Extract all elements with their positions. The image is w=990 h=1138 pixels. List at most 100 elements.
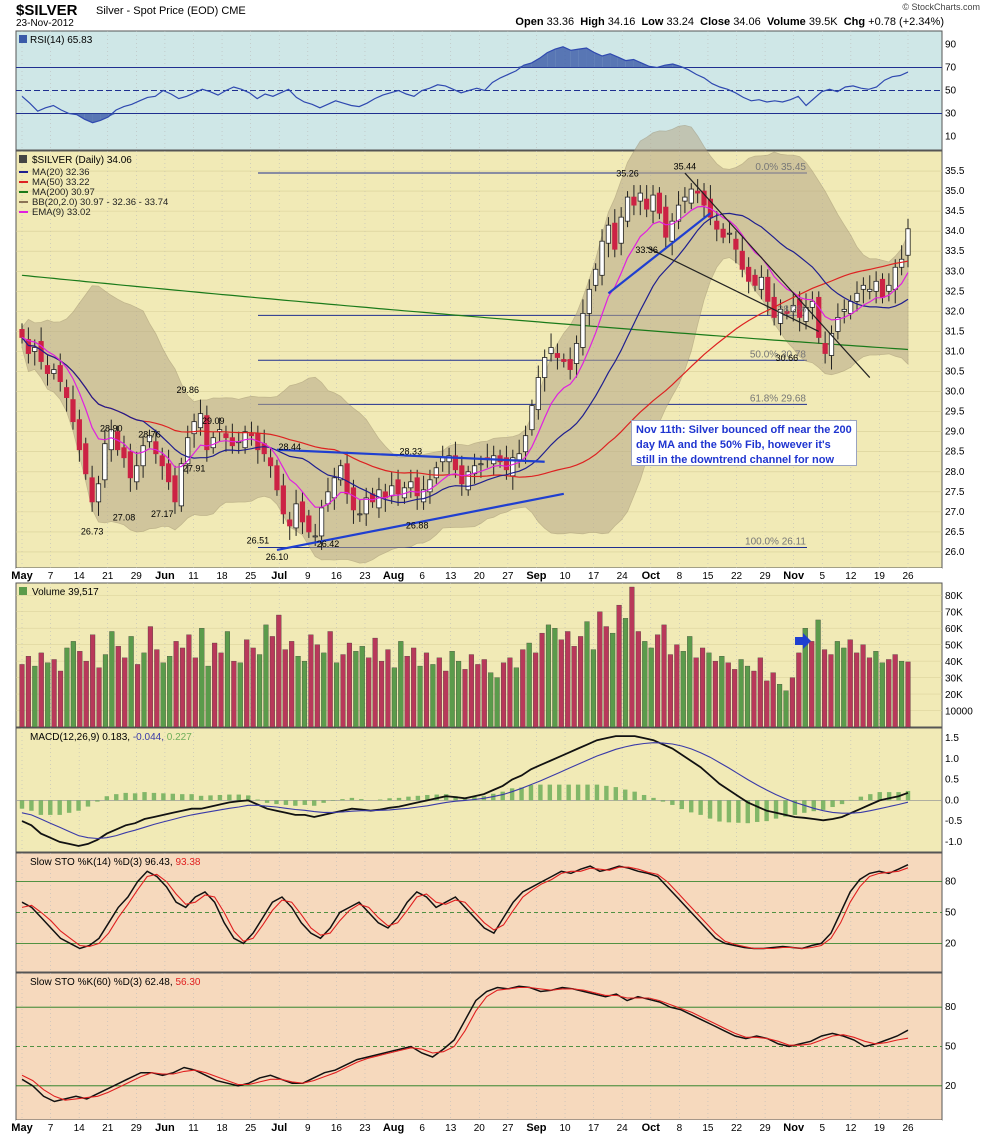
volume-bar (809, 641, 815, 728)
rsi-overbought-fill (547, 49, 556, 68)
macd-histogram-bar (689, 800, 694, 813)
volume-label: Volume 39,517 (32, 587, 99, 598)
candle-body (44, 365, 51, 374)
volume-bar (719, 656, 725, 728)
macd-histogram-bar (29, 800, 34, 811)
candle-body (873, 280, 879, 292)
candle-body (64, 387, 70, 398)
arrow-marker-icon (795, 633, 811, 649)
macd-histogram-bar (396, 797, 402, 801)
axis-tick-label: 50K (945, 641, 963, 652)
macd-histogram-bar (359, 799, 364, 801)
volume-bar (879, 662, 885, 728)
macd-histogram-bar (754, 800, 760, 822)
macd-histogram-bar (274, 800, 279, 805)
price-title: $SILVER (Daily) 34.06 (32, 155, 132, 166)
candle-body (293, 503, 299, 529)
price-annotation: 26.88 (406, 521, 429, 531)
volume-bar (417, 665, 423, 728)
volume-bar (334, 662, 340, 728)
macd-histogram-bar (114, 794, 119, 801)
candle-body (134, 465, 140, 483)
volume-bar (231, 660, 237, 728)
ma200-line (21, 274, 909, 351)
candle-body (267, 457, 274, 467)
volume-bar (372, 637, 378, 728)
volume-bar (192, 657, 198, 728)
rsi-overbought-fill (555, 46, 564, 68)
candle-body (848, 300, 854, 314)
axis-tick-label: 30K (945, 674, 963, 685)
volume-bar (738, 659, 744, 728)
macd-signal-line (21, 742, 909, 840)
volume-bar (237, 662, 243, 728)
macd-histogram-bar (632, 791, 637, 801)
macd-histogram-bar (340, 799, 345, 801)
candle-body (166, 463, 172, 483)
macd-histogram-bar (443, 794, 449, 801)
date-tick-label: 26 (902, 1123, 914, 1134)
candle-body (758, 276, 764, 290)
macd-histogram-bar (19, 800, 25, 809)
price-annotation: 26.51 (247, 536, 270, 546)
price-legend-swatch (19, 155, 27, 163)
rsi-overbought-fill (610, 53, 618, 68)
candle-body (420, 489, 427, 503)
macd-line (21, 735, 909, 847)
date-axis-band (16, 568, 942, 582)
candle-body (612, 222, 618, 250)
axis-tick-label: 33.0 (945, 266, 965, 277)
volume-bar (359, 646, 365, 728)
date-tick-label: 5 (819, 1123, 825, 1134)
rsi-overbought-fill (539, 52, 548, 68)
volume-bar (391, 667, 397, 728)
annotation-note: Nov 11th: Silver bounced off near the 20… (631, 420, 857, 466)
candle-body (210, 437, 216, 449)
candle-body (637, 192, 643, 202)
macd-histogram-bar (123, 792, 128, 801)
macd-histogram-bar (227, 794, 232, 801)
volume-bar (51, 659, 57, 728)
axis-tick-label: 10000 (945, 707, 973, 718)
candle-body (191, 421, 197, 435)
volume-bar (629, 586, 635, 728)
axis-tick-label: 30 (945, 109, 957, 120)
axis-tick-label: 10 (945, 132, 957, 143)
volume-bar (218, 652, 224, 728)
candle-body (835, 316, 841, 332)
axis-tick-label: 20 (945, 938, 957, 949)
volume-bar (526, 642, 532, 728)
volume-bar (128, 636, 134, 728)
macd-panel (15, 727, 943, 853)
candle-body (478, 463, 484, 466)
volume-bar (109, 631, 115, 728)
legend-entry: MA(50) 33.22 (32, 177, 90, 188)
volume-bar (873, 651, 879, 728)
volume-bar (122, 657, 128, 728)
volume-bar (584, 621, 590, 728)
volume-bar (533, 652, 539, 728)
price-annotation: 26.10 (266, 552, 289, 562)
macd-histogram-bar (820, 800, 826, 810)
candle-body (644, 198, 650, 210)
candle-body (146, 435, 153, 443)
volume-bar (25, 656, 31, 728)
candle-body (414, 477, 420, 497)
volume-bar (160, 662, 166, 728)
volume-bar (462, 669, 468, 728)
date-tick-label: 15 (702, 1123, 714, 1134)
candle-body (325, 491, 331, 505)
macd-histogram-bar (425, 794, 430, 801)
channel-line-upper (684, 172, 871, 378)
volume-bar (757, 657, 763, 728)
date-tick-label: 21 (102, 1123, 114, 1134)
volume-legend-swatch (19, 587, 27, 595)
price-annotation: 30.66 (776, 353, 799, 363)
candle-body (338, 465, 344, 481)
axis-tick-label: 26.0 (945, 547, 965, 558)
candle-body (714, 220, 720, 230)
volume-bar (488, 672, 494, 728)
volume-bar (571, 646, 577, 728)
date-tick-label: 10 (559, 1123, 571, 1134)
volume-bar (199, 628, 205, 728)
